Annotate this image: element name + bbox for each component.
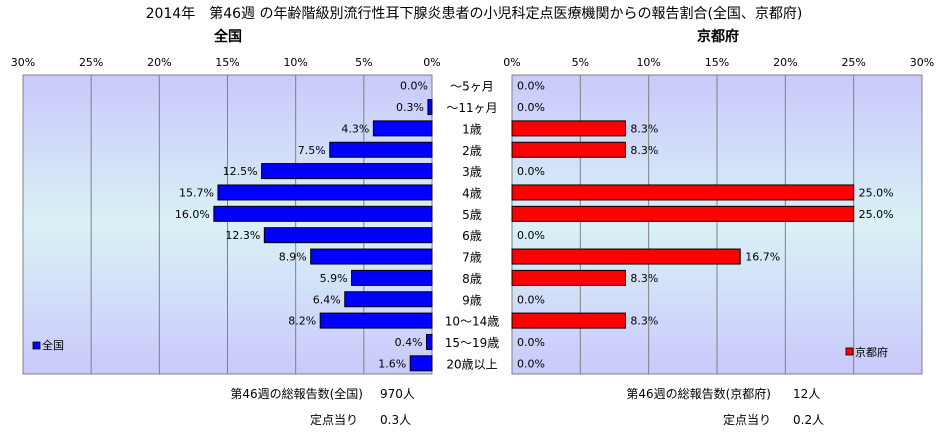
category-label: 7歳 (462, 251, 482, 265)
kyoto-data-label: 8.3% (630, 272, 658, 285)
kyoto-data-label: 0.0% (517, 165, 545, 178)
kyoto-bar (511, 120, 626, 137)
category-label: 3歳 (462, 165, 482, 179)
national-data-label: 8.9% (279, 251, 307, 264)
national-data-label: 0.3% (396, 101, 424, 114)
category-label: 5歳 (462, 208, 482, 222)
category-label: 1歳 (462, 122, 482, 136)
kyoto-data-label: 25.0% (859, 208, 894, 221)
kyoto-data-label: 0.0% (517, 336, 545, 349)
national-tick-label: 15% (215, 56, 239, 69)
national-bar (217, 184, 433, 201)
kyoto-data-label: 16.7% (745, 251, 780, 264)
national-data-label: 12.3% (225, 229, 260, 242)
national-tick-label: 20% (147, 56, 171, 69)
kyoto-bar (511, 141, 626, 158)
left-chart-title: 全国 (213, 28, 242, 45)
kyoto-tick-label: 15% (705, 56, 729, 69)
kyoto-data-label: 0.0% (517, 80, 545, 93)
national-total-value: 970人 (380, 387, 415, 401)
kyoto-bar (511, 312, 626, 329)
category-label: 4歳 (462, 186, 482, 200)
national-tick-label: 30% (11, 56, 35, 69)
national-data-label: 4.3% (341, 122, 369, 135)
category-label: ～11ヶ月 (446, 101, 497, 115)
category-label: 9歳 (462, 293, 482, 307)
kyoto-tick-label: 25% (841, 56, 865, 69)
category-label: 2歳 (462, 144, 482, 158)
national-bar (213, 205, 433, 222)
kyoto-tick-label: 10% (636, 56, 660, 69)
national-per-label: 定点当り (310, 412, 358, 427)
category-label: 8歳 (462, 272, 482, 286)
category-label: 10～14歳 (445, 315, 500, 329)
kyoto-data-label: 0.0% (517, 357, 545, 370)
right-chart-title: 京都府 (697, 28, 739, 45)
national-bar (427, 99, 433, 116)
kyoto-legend-label: 京都府 (855, 345, 888, 359)
kyoto-bar (511, 205, 855, 222)
national-bar (319, 312, 433, 329)
category-label: 15～19歳 (445, 336, 500, 350)
kyoto-data-label: 25.0% (859, 186, 894, 199)
category-label: 6歳 (462, 229, 482, 243)
national-bar (261, 163, 433, 180)
national-legend-swatch (32, 341, 41, 350)
kyoto-data-label: 0.0% (517, 229, 545, 242)
national-tick-label: 0% (423, 56, 440, 69)
national-bar (263, 227, 433, 244)
national-data-label: 8.2% (288, 315, 316, 328)
kyoto-data-label: 8.3% (630, 315, 658, 328)
kyoto-data-label: 0.0% (517, 293, 545, 306)
kyoto-data-label: 8.3% (630, 144, 658, 157)
kyoto-total-label: 第46週の総報告数(京都府) (626, 386, 771, 401)
kyoto-per-label: 定点当り (723, 412, 771, 427)
national-data-label: 12.5% (223, 165, 258, 178)
national-data-label: 15.7% (179, 186, 214, 199)
national-data-label: 0.4% (395, 336, 423, 349)
national-bar (426, 333, 433, 350)
national-data-label: 0.0% (400, 80, 428, 93)
kyoto-bar (511, 248, 741, 265)
national-data-label: 1.6% (378, 357, 406, 370)
national-tick-label: 10% (283, 56, 307, 69)
national-bar (329, 141, 433, 158)
kyoto-total-value: 12人 (793, 387, 820, 401)
national-data-label: 5.9% (320, 272, 348, 285)
national-bar (351, 269, 433, 286)
kyoto-legend-swatch (845, 347, 854, 356)
national-data-label: 7.5% (298, 144, 326, 157)
kyoto-data-label: 0.0% (517, 101, 545, 114)
page-title: 2014年 第46週 の年齢階級別流行性耳下腺炎患者の小児科定点医療機関からの報… (146, 5, 803, 22)
national-bar (310, 248, 433, 265)
national-bar (409, 355, 433, 372)
kyoto-tick-label: 5% (572, 56, 589, 69)
kyoto-bar (511, 184, 855, 201)
kyoto-tick-label: 30% (910, 56, 934, 69)
category-label: ～5ヶ月 (450, 80, 494, 94)
kyoto-tick-label: 20% (773, 56, 797, 69)
national-bar (372, 120, 433, 137)
national-tick-label: 25% (79, 56, 103, 69)
kyoto-tick-label: 0% (503, 56, 520, 69)
kyoto-data-label: 8.3% (630, 122, 658, 135)
national-bar (344, 291, 433, 308)
national-legend-label: 全国 (42, 338, 64, 352)
national-tick-label: 5% (355, 56, 372, 69)
national-total-label: 第46週の総報告数(全国) (230, 386, 363, 401)
category-label: 20歳以上 (446, 357, 497, 371)
kyoto-bar (511, 269, 626, 286)
national-data-label: 6.4% (313, 293, 341, 306)
national-data-label: 16.0% (175, 208, 210, 221)
national-per-value: 0.3人 (380, 413, 411, 427)
kyoto-per-value: 0.2人 (793, 413, 824, 427)
